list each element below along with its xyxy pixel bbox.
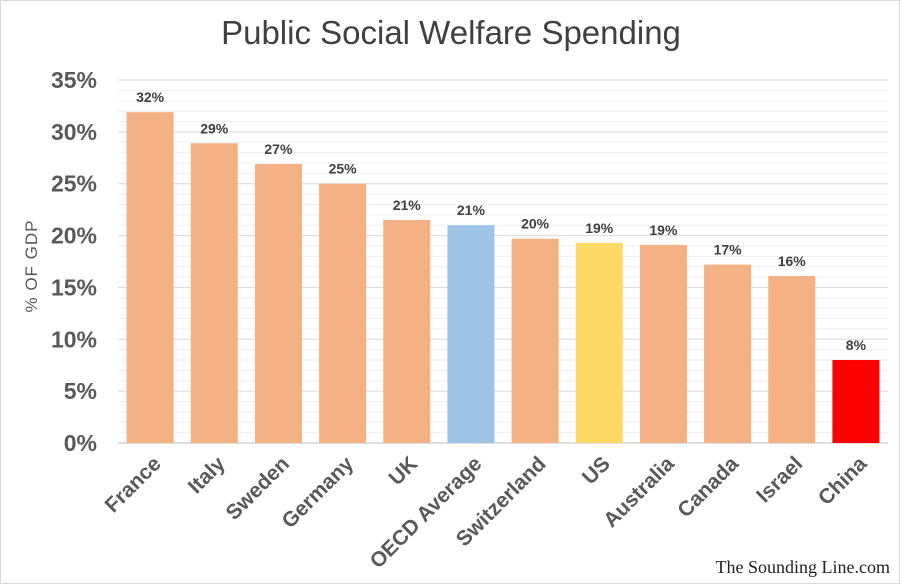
data-label: 21% [457, 202, 486, 218]
x-tick-label: China [814, 452, 872, 510]
y-tick-label: 25% [51, 171, 97, 197]
bar-china [832, 360, 880, 443]
bar-oecd-average [447, 225, 495, 443]
data-label: 16% [778, 253, 807, 269]
data-label: 17% [714, 242, 743, 258]
x-tick-label: Canada [673, 452, 743, 522]
y-tick-label: 5% [64, 378, 97, 404]
bar-germany [319, 183, 367, 443]
bar-israel [768, 276, 816, 443]
x-tick-label: Australia [599, 452, 679, 532]
data-label: 25% [329, 161, 358, 177]
data-label: 8% [846, 337, 867, 353]
gridlines [118, 79, 888, 444]
data-labels: 32% 29% 27% 25% 21% 21% 20% 19% 19% 17% 16% 8% [136, 89, 867, 353]
x-tick-label: Israel [752, 452, 807, 507]
y-tick-label: 35% [51, 67, 97, 93]
credit-text: The Sounding Line.com [715, 557, 890, 577]
bar-switzerland [511, 238, 559, 443]
data-label: 32% [136, 89, 165, 105]
y-tick-label: 10% [51, 326, 97, 352]
x-tick-label: Italy [184, 452, 230, 498]
y-tick-label: 0% [64, 430, 97, 456]
bar-australia [639, 244, 687, 443]
y-tick-label: 15% [51, 274, 97, 300]
data-label: 19% [649, 222, 678, 238]
x-tick-label: Germany [277, 452, 358, 533]
x-tick-label: OECD Average [366, 452, 487, 573]
bar-uk [383, 220, 431, 443]
bar-canada [704, 264, 752, 443]
bars [126, 112, 880, 443]
bar-france [126, 112, 174, 443]
data-label: 29% [200, 120, 229, 136]
data-label: 27% [264, 141, 293, 157]
y-axis-ticks: 0% 5% 10% 15% 20% 25% 30% 35% [51, 67, 97, 456]
bar-us [575, 242, 623, 443]
y-axis-label: % OF GDP [22, 219, 41, 312]
y-tick-label: 30% [51, 119, 97, 145]
x-tick-label: UK [385, 452, 423, 490]
data-label: 19% [585, 220, 614, 236]
chart-title: Public Social Welfare Spending [221, 14, 681, 51]
data-label: 20% [521, 216, 550, 232]
y-tick-label: 20% [51, 223, 97, 249]
x-tick-label: France [101, 452, 166, 517]
data-label: 21% [393, 197, 422, 213]
bar-sweden [254, 164, 302, 443]
bar-italy [190, 143, 238, 443]
x-tick-label: US [578, 452, 615, 489]
